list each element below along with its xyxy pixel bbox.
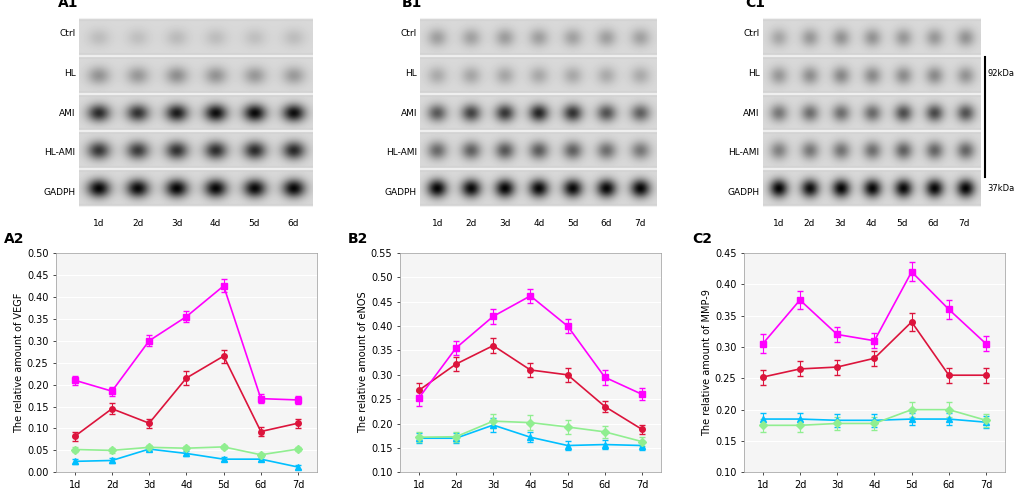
Text: B2: B2 — [347, 232, 368, 246]
Text: 5d: 5d — [896, 219, 907, 228]
Text: HL-AMI: HL-AMI — [728, 149, 759, 157]
Y-axis label: The relative amount of eNOS: The relative amount of eNOS — [358, 292, 368, 433]
Text: 6d: 6d — [287, 219, 299, 228]
Text: 2d: 2d — [803, 219, 814, 228]
Text: GADPH: GADPH — [727, 188, 759, 197]
Text: 2d: 2d — [132, 219, 144, 228]
Text: 5d: 5d — [249, 219, 260, 228]
Text: HL: HL — [405, 69, 417, 78]
Text: AMI: AMI — [59, 109, 75, 118]
Text: 3d: 3d — [834, 219, 845, 228]
Text: C2: C2 — [691, 232, 711, 246]
Text: 1d: 1d — [93, 219, 105, 228]
Y-axis label: The relative amount of MMP-9: The relative amount of MMP-9 — [701, 289, 711, 436]
Text: GADPH: GADPH — [44, 188, 75, 197]
Text: 6d: 6d — [600, 219, 611, 228]
Text: 1d: 1d — [771, 219, 784, 228]
Text: Ctrl: Ctrl — [400, 29, 417, 38]
Text: 1d: 1d — [431, 219, 442, 228]
Y-axis label: The relative amount of VEGF: The relative amount of VEGF — [14, 292, 24, 433]
Text: AMI: AMI — [743, 109, 759, 118]
Text: HL: HL — [64, 69, 75, 78]
Text: 92kDa: 92kDa — [986, 69, 1014, 78]
Text: HL: HL — [747, 69, 759, 78]
Text: 5d: 5d — [567, 219, 578, 228]
Text: GADPH: GADPH — [384, 188, 417, 197]
Text: 4d: 4d — [865, 219, 876, 228]
Text: 4d: 4d — [533, 219, 544, 228]
Text: 4d: 4d — [210, 219, 221, 228]
Text: AMI: AMI — [400, 109, 417, 118]
Text: Ctrl: Ctrl — [59, 29, 75, 38]
Text: B1: B1 — [401, 0, 422, 10]
Text: Ctrl: Ctrl — [743, 29, 759, 38]
Text: 2d: 2d — [465, 219, 477, 228]
Text: 3d: 3d — [498, 219, 511, 228]
Text: 7d: 7d — [634, 219, 645, 228]
Text: HL-AMI: HL-AMI — [385, 149, 417, 157]
Text: 7d: 7d — [958, 219, 969, 228]
Text: C1: C1 — [745, 0, 765, 10]
Text: HL-AMI: HL-AMI — [45, 149, 75, 157]
Text: 37kDa: 37kDa — [986, 184, 1014, 193]
Text: 6d: 6d — [926, 219, 938, 228]
Text: 3d: 3d — [171, 219, 182, 228]
Text: A1: A1 — [58, 0, 78, 10]
Text: A2: A2 — [4, 232, 24, 246]
